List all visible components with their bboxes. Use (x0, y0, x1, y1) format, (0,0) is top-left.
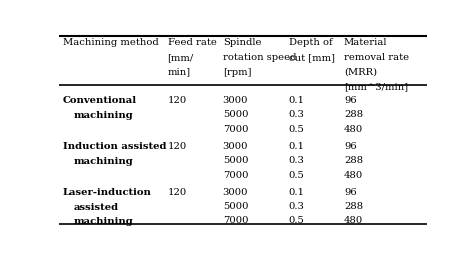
Text: 96: 96 (344, 188, 356, 197)
Text: Conventional: Conventional (63, 96, 137, 105)
Text: 0.5: 0.5 (289, 170, 305, 180)
Text: 480: 480 (344, 170, 363, 180)
Text: Material: Material (344, 38, 387, 47)
Text: Depth of: Depth of (289, 38, 333, 47)
Text: removal rate: removal rate (344, 53, 409, 62)
Text: 120: 120 (168, 96, 187, 105)
Text: 5000: 5000 (223, 202, 248, 211)
Text: machining: machining (74, 111, 134, 120)
Text: 96: 96 (344, 96, 356, 105)
Text: 288: 288 (344, 156, 363, 165)
Text: Feed rate: Feed rate (168, 38, 217, 47)
Text: 0.3: 0.3 (289, 202, 305, 211)
Text: Spindle: Spindle (223, 38, 261, 47)
Text: 480: 480 (344, 216, 363, 226)
Text: 0.1: 0.1 (289, 96, 305, 105)
Text: 0.5: 0.5 (289, 216, 305, 226)
Text: assisted: assisted (74, 203, 119, 212)
Text: 288: 288 (344, 110, 363, 119)
Text: Machining method: Machining method (63, 38, 159, 47)
Text: min]: min] (168, 68, 191, 77)
Text: 3000: 3000 (223, 188, 248, 197)
Text: 120: 120 (168, 142, 187, 151)
Text: (MRR): (MRR) (344, 68, 377, 77)
Text: [mm/: [mm/ (168, 53, 194, 62)
Text: cut [mm]: cut [mm] (289, 53, 335, 62)
Text: Laser-induction: Laser-induction (63, 188, 152, 197)
Text: 3000: 3000 (223, 96, 248, 105)
Text: machining: machining (74, 217, 134, 226)
Text: 7000: 7000 (223, 124, 248, 134)
Text: 120: 120 (168, 188, 187, 197)
Text: Induction assisted: Induction assisted (63, 142, 166, 151)
Text: 0.5: 0.5 (289, 124, 305, 134)
Text: 3000: 3000 (223, 142, 248, 151)
Text: 7000: 7000 (223, 170, 248, 180)
Text: 7000: 7000 (223, 216, 248, 226)
Text: [mm^3/min]: [mm^3/min] (344, 82, 408, 91)
Text: 5000: 5000 (223, 156, 248, 165)
Text: 288: 288 (344, 202, 363, 211)
Text: 0.1: 0.1 (289, 188, 305, 197)
Text: rotation speed: rotation speed (223, 53, 296, 62)
Text: [rpm]: [rpm] (223, 68, 251, 77)
Text: 5000: 5000 (223, 110, 248, 119)
Text: 480: 480 (344, 124, 363, 134)
Text: 96: 96 (344, 142, 356, 151)
Text: 0.3: 0.3 (289, 110, 305, 119)
Text: 0.1: 0.1 (289, 142, 305, 151)
Text: machining: machining (74, 157, 134, 166)
Text: 0.3: 0.3 (289, 156, 305, 165)
